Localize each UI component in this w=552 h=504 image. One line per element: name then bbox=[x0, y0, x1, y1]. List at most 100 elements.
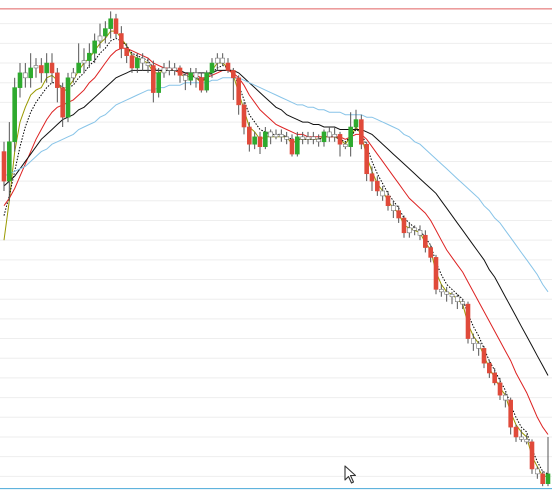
candle bbox=[465, 301, 471, 344]
candle bbox=[1, 141, 7, 191]
candle bbox=[65, 72, 71, 123]
candle-body bbox=[55, 72, 60, 88]
grid-lines bbox=[0, 23, 552, 477]
candle bbox=[321, 129, 327, 147]
candle bbox=[289, 134, 295, 157]
candle-body bbox=[321, 131, 327, 143]
candle-body bbox=[433, 257, 439, 290]
candle bbox=[124, 43, 129, 64]
candle-body bbox=[497, 382, 503, 396]
candle-body bbox=[71, 72, 76, 79]
candle-body bbox=[103, 28, 108, 37]
candle-body bbox=[481, 348, 487, 364]
candle bbox=[417, 225, 423, 241]
candle bbox=[199, 72, 204, 93]
candle bbox=[135, 53, 140, 73]
candle bbox=[519, 429, 524, 442]
candle-body bbox=[161, 67, 167, 74]
candle-body bbox=[231, 70, 236, 79]
candle-body bbox=[97, 35, 103, 42]
candle bbox=[172, 63, 177, 76]
candle bbox=[471, 333, 476, 351]
candle-body bbox=[471, 338, 476, 344]
candle bbox=[433, 254, 439, 295]
candle-body bbox=[172, 67, 177, 71]
candle-body bbox=[33, 65, 39, 69]
candle-body bbox=[423, 234, 428, 248]
candle-body bbox=[113, 18, 119, 34]
candle-body bbox=[135, 57, 140, 69]
candle bbox=[279, 129, 284, 142]
candle-body bbox=[529, 441, 535, 470]
candle-body bbox=[353, 119, 359, 128]
candle-body bbox=[385, 195, 391, 207]
candle-body bbox=[407, 227, 412, 234]
candle bbox=[44, 53, 49, 83]
candle bbox=[311, 131, 316, 145]
candle-body bbox=[183, 75, 188, 81]
candle bbox=[28, 53, 33, 88]
candle-body bbox=[225, 62, 231, 71]
candle-body bbox=[508, 399, 513, 428]
candle-body bbox=[316, 139, 321, 143]
candle-body bbox=[28, 67, 33, 79]
candle-body bbox=[401, 217, 407, 234]
candle-body bbox=[1, 151, 7, 182]
candle-body bbox=[348, 126, 353, 147]
candle-body bbox=[343, 143, 348, 147]
candle-body bbox=[65, 77, 71, 118]
candle bbox=[375, 176, 380, 196]
candle bbox=[353, 109, 359, 130]
candle-body bbox=[236, 77, 241, 106]
candle bbox=[71, 67, 76, 83]
candle bbox=[460, 299, 465, 310]
candle-body bbox=[167, 67, 172, 71]
candle-body bbox=[375, 180, 380, 192]
candle bbox=[151, 60, 156, 103]
candle bbox=[193, 67, 199, 88]
candle bbox=[140, 53, 145, 71]
candle-body bbox=[364, 143, 369, 175]
candle-body bbox=[492, 372, 497, 384]
candle bbox=[60, 82, 65, 127]
candle-body bbox=[193, 72, 199, 79]
candle bbox=[17, 63, 23, 98]
candle-body bbox=[23, 72, 28, 79]
candle bbox=[545, 436, 551, 487]
candle bbox=[225, 58, 231, 73]
candle-body bbox=[257, 136, 263, 147]
candle-body bbox=[359, 119, 364, 145]
candles bbox=[1, 11, 551, 487]
candle bbox=[119, 26, 124, 59]
candle bbox=[273, 129, 279, 140]
candle-body bbox=[545, 473, 551, 484]
series-line bbox=[3, 77, 549, 293]
candle bbox=[369, 166, 375, 191]
candle-body bbox=[396, 210, 401, 219]
candle-body bbox=[49, 62, 55, 74]
candle bbox=[380, 186, 385, 201]
candle bbox=[108, 11, 113, 39]
candle-body bbox=[209, 62, 215, 74]
candle-body bbox=[535, 468, 540, 475]
candle-body bbox=[455, 296, 460, 302]
candle-body bbox=[439, 289, 444, 293]
candle bbox=[487, 360, 492, 378]
candle bbox=[76, 43, 81, 74]
candle bbox=[449, 291, 455, 305]
candle bbox=[481, 345, 487, 369]
candle-body bbox=[252, 136, 257, 145]
candle bbox=[359, 114, 364, 150]
candle bbox=[188, 67, 193, 86]
candle bbox=[535, 466, 540, 479]
candle bbox=[33, 58, 39, 78]
candle-body bbox=[199, 77, 204, 91]
candle bbox=[455, 294, 460, 310]
candle-body bbox=[460, 301, 465, 305]
candle-body bbox=[87, 52, 92, 61]
candle-body bbox=[279, 134, 284, 138]
candle-body bbox=[465, 303, 471, 339]
candle-body bbox=[444, 291, 449, 295]
moving-average-lines bbox=[3, 30, 549, 477]
candle bbox=[81, 48, 87, 73]
